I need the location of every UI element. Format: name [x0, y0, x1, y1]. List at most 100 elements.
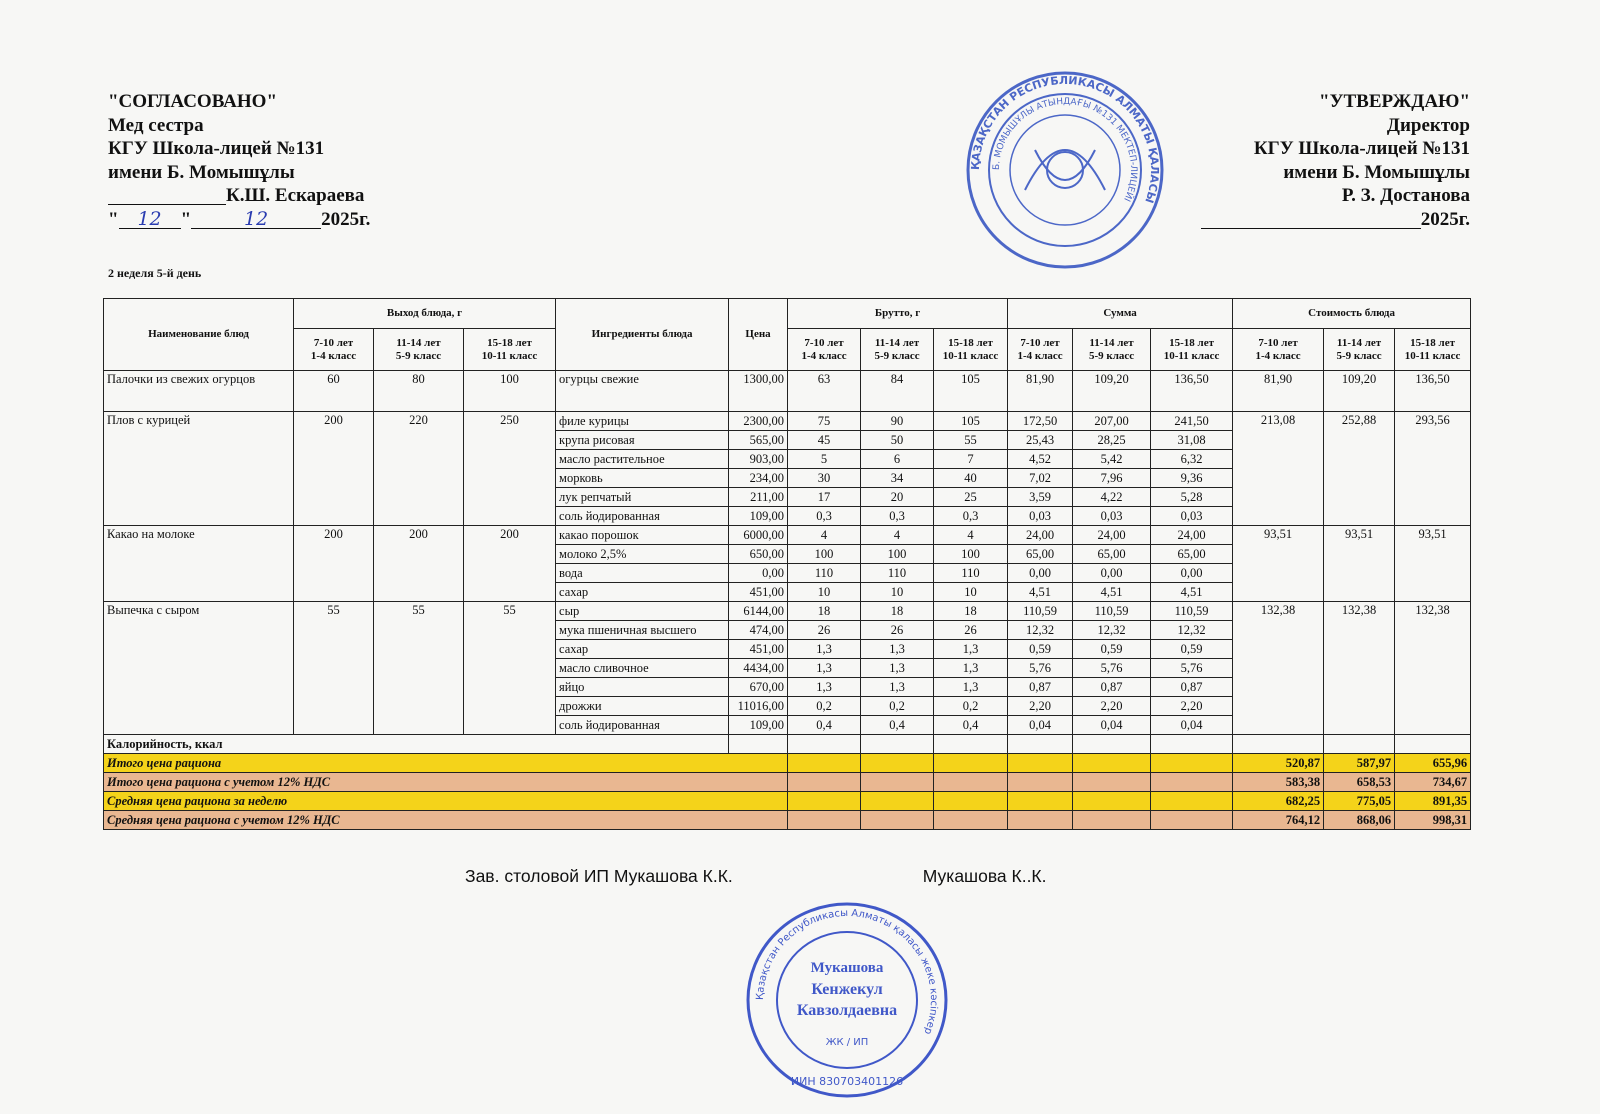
calories-cell — [728, 734, 789, 754]
ingredient-sum: 3,59 — [1007, 487, 1074, 507]
ingredient-sum: 28,25 — [1072, 430, 1152, 450]
dish-cost: 136,50 — [1394, 370, 1472, 412]
dish-yield: 220 — [373, 411, 464, 526]
ingredient-price: 109,00 — [728, 506, 789, 526]
ingredient-brutto: 110 — [860, 563, 935, 583]
ingredient-sum: 0,03 — [1007, 506, 1074, 526]
svg-text:Мукашова: Мукашова — [811, 960, 884, 976]
calories-cell — [1007, 734, 1074, 754]
calories-cell — [933, 734, 1009, 754]
ingredient-brutto: 0,2 — [860, 696, 935, 716]
ingredient-brutto: 75 — [787, 411, 862, 431]
ingredient-brutto: 1,3 — [787, 639, 862, 659]
ingredient-sum: 9,36 — [1150, 468, 1234, 488]
ingredient-brutto: 100 — [860, 544, 935, 564]
ingredient-name: мука пшеничная высшего — [555, 620, 730, 640]
ingredient-name: огурцы свежие — [555, 370, 730, 412]
dish-cost: 93,51 — [1323, 525, 1396, 602]
summary-blank — [1072, 772, 1152, 792]
summary-blank — [787, 791, 862, 811]
dish-yield: 55 — [462, 601, 557, 735]
summary-value: 658,53 — [1323, 772, 1396, 792]
ingredient-name: яйцо — [555, 677, 730, 697]
ingredient-brutto: 4 — [933, 525, 1009, 545]
summary-value: 891,35 — [1394, 791, 1472, 811]
ingredient-sum: 0,04 — [1150, 715, 1234, 735]
ingredient-sum: 136,50 — [1150, 370, 1234, 412]
ingredient-name: дрожжи — [555, 696, 730, 716]
ingredient-sum: 0,00 — [1150, 563, 1234, 583]
signature: ​ — [108, 186, 226, 205]
ingredient-sum: 4,51 — [1150, 582, 1234, 602]
ingredient-sum: 5,28 — [1150, 487, 1234, 507]
date-year: 2025г. — [321, 208, 371, 230]
summary-blank — [1072, 810, 1152, 830]
summary-blank — [860, 772, 935, 792]
dish-name: Палочки из свежих огурцов — [103, 370, 294, 412]
approved-title: "СОГЛАСОВАНО" — [108, 91, 278, 112]
ingredient-brutto: 17 — [787, 487, 862, 507]
summary-blank — [787, 810, 862, 830]
ingredient-name: крупа рисовая — [555, 430, 730, 450]
table-row: масло растительное 903,00 5 6 7 4,52 5,42 6,32 — [104, 449, 1471, 469]
header-age-group: 15-18 лет 10-11 класс — [933, 328, 1009, 371]
ingredient-sum: 24,00 — [1007, 525, 1074, 545]
dish-name: Какао на молоке — [103, 525, 294, 602]
ingredient-sum: 0,04 — [1072, 715, 1152, 735]
ingredient-sum: 0,04 — [1007, 715, 1074, 735]
ingredient-sum: 24,00 — [1072, 525, 1152, 545]
ingredient-brutto: 50 — [860, 430, 935, 450]
summary-value: 655,96 — [1394, 753, 1472, 773]
ingredient-sum: 4,51 — [1007, 582, 1074, 602]
header-age-group: 11-14 лет 5-9 класс — [1323, 328, 1396, 371]
ingredient-brutto: 4 — [787, 525, 862, 545]
date-blank: ​ — [1200, 210, 1421, 229]
header-cost: Стоимость блюда — [1232, 298, 1472, 329]
date-line: " 12 " 12 2025г. — [108, 207, 371, 230]
ingredient-sum: 0,03 — [1150, 506, 1234, 526]
header-brutto: Брутто, г — [787, 298, 1009, 329]
ingredient-name: филе курицы — [555, 411, 730, 431]
calories-cell — [1072, 734, 1152, 754]
summary-blank — [1150, 810, 1234, 830]
summary-blank — [787, 753, 862, 773]
summary-value: 868,06 — [1323, 810, 1396, 830]
summary-label: Итого цена рациона с учетом 12% НДС — [102, 772, 789, 792]
dish-yield: 55 — [373, 601, 464, 735]
ingredient-brutto: 0,3 — [860, 506, 935, 526]
summary-value: 682,25 — [1232, 791, 1325, 811]
ingredient-sum: 12,32 — [1072, 620, 1152, 640]
summary-row: Средняя цена рациона за неделю 682,25 775,… — [102, 791, 1472, 811]
ingredient-brutto: 10 — [933, 582, 1009, 602]
ingredient-name: морковь — [555, 468, 730, 488]
header-age-group: 7-10 лет 1-4 класс — [1007, 328, 1074, 371]
ingredient-brutto: 7 — [933, 449, 1009, 469]
dish-cost: 132,38 — [1323, 601, 1396, 735]
ingredient-brutto: 18 — [933, 601, 1009, 621]
summary-blank — [860, 791, 935, 811]
summary-blank — [860, 810, 935, 830]
week-day-label: 2 неделя 5-й день — [108, 266, 202, 280]
ingredient-price: 6000,00 — [728, 525, 789, 545]
ingredient-name: соль йодированная — [555, 506, 730, 526]
ingredient-sum: 110,59 — [1072, 601, 1152, 621]
ingredient-price: 4434,00 — [728, 658, 789, 678]
summary-row: Итого цена рациона 520,87 587,97 655,96 — [102, 753, 1472, 773]
ingredient-sum: 0,59 — [1072, 639, 1152, 659]
header-age-group: 15-18 лет 10-11 класс — [462, 328, 557, 371]
dish-cost: 81,90 — [1232, 370, 1325, 412]
ingredient-sum: 0,59 — [1007, 639, 1074, 659]
organization-name: имени Б. Момышұлы — [1283, 161, 1470, 183]
ingredient-brutto: 1,3 — [933, 677, 1009, 697]
ingredient-brutto: 1,3 — [860, 658, 935, 678]
ingredient-brutto: 25 — [933, 487, 1009, 507]
ingredient-sum: 0,87 — [1072, 677, 1152, 697]
ingredient-brutto: 63 — [787, 370, 862, 412]
ingredient-name: лук репчатый — [555, 487, 730, 507]
ingredient-sum: 4,52 — [1007, 449, 1074, 469]
role: Директор — [1386, 114, 1470, 136]
ingredient-sum: 6,32 — [1150, 449, 1234, 469]
ingredient-sum: 4,22 — [1072, 487, 1152, 507]
ingredient-sum: 12,32 — [1007, 620, 1074, 640]
date-month: 12 — [191, 209, 322, 229]
